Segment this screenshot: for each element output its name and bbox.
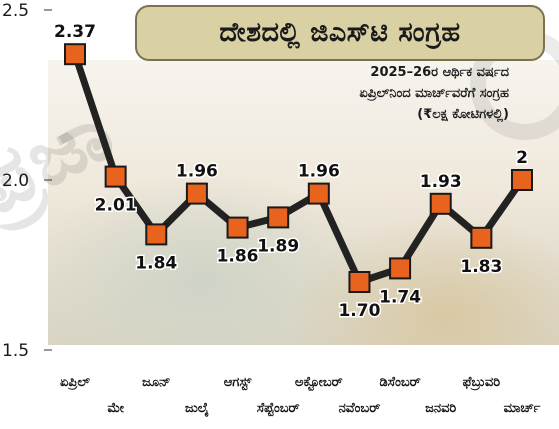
data-point — [511, 169, 533, 191]
data-label: 1.83 — [460, 257, 502, 277]
data-label: 1.70 — [338, 301, 380, 321]
data-point — [267, 206, 290, 229]
x-category-label: ಫೆಬ್ರುವರಿ — [463, 375, 501, 391]
data-point — [389, 257, 412, 280]
data-label: 1.74 — [379, 287, 421, 307]
data-point — [64, 43, 86, 66]
data-point — [307, 182, 330, 205]
chart-title-box: ದೇಶದಲ್ಲಿ ಜಿಎಸ್‌ಟಿ ಸಂಗ್ರಹ — [135, 5, 545, 61]
x-category-label: ಮಾರ್ಚ್ — [504, 401, 541, 416]
x-category-label: ಡಿಸೆಂಬರ್ — [379, 375, 421, 390]
chart-title: ದೇಶದಲ್ಲಿ ಜಿಎಸ್‌ಟಿ ಸಂಗ್ರಹ — [219, 17, 461, 48]
x-category-label: ಜನವರಿ — [425, 401, 456, 416]
data-label: 2.01 — [95, 196, 137, 216]
data-label: 1.96 — [176, 162, 218, 182]
data-label: 2 — [516, 148, 528, 168]
data-label: 1.96 — [298, 162, 340, 182]
y-tick-label: 1.5 — [2, 341, 29, 361]
x-category-label: ಜುಲೈ — [185, 401, 209, 417]
data-point — [470, 226, 493, 249]
y-tick-label: 2.0 — [2, 171, 29, 191]
data-point — [226, 216, 249, 239]
data-point — [348, 271, 371, 293]
x-category-label: ನವೆಂಬರ್ — [339, 401, 381, 416]
subtitle-line-3: (₹ಲಕ್ಷ ಕೋಟಿಗಳಲ್ಲಿ) — [417, 107, 509, 122]
x-category-label: ಏಪ್ರಿಲ್ — [60, 375, 90, 391]
data-label: 1.84 — [135, 253, 177, 273]
x-category-label: ಜೂನ್ — [142, 375, 170, 390]
data-point — [104, 165, 127, 188]
data-label: 1.93 — [420, 172, 462, 192]
data-label: 1.89 — [257, 236, 299, 256]
data-point — [429, 192, 452, 215]
subtitle-line-1: 2025–26ರ ಆರ್ಥಿಕ ವರ್ಷದ — [370, 65, 509, 80]
data-label: 1.86 — [217, 247, 259, 267]
x-category-label: ಅಕ್ಟೋಬರ್ — [295, 375, 343, 391]
y-tick-label: 2.5 — [2, 1, 29, 21]
x-category-label: ಸೆಪ್ಟೆಂಬರ್ — [257, 401, 300, 417]
chart-subtitle: 2025–26ರ ಆರ್ಥಿಕ ವರ್ಷದ ಏಪ್ರಿಲ್‌ನಿಂದ ಮಾರ್ಚ… — [359, 62, 509, 125]
data-label: 2.37 — [54, 22, 96, 42]
subtitle-line-2: ಏಪ್ರಿಲ್‌ನಿಂದ ಮಾರ್ಚ್‌ವರೆಗೆ ಸಂಗ್ರಹ — [359, 86, 509, 101]
x-category-label: ಮೇ — [107, 401, 124, 416]
x-category-label: ಆಗಸ್ಟ್ — [224, 375, 252, 391]
data-point — [145, 223, 168, 246]
data-point — [185, 182, 208, 205]
